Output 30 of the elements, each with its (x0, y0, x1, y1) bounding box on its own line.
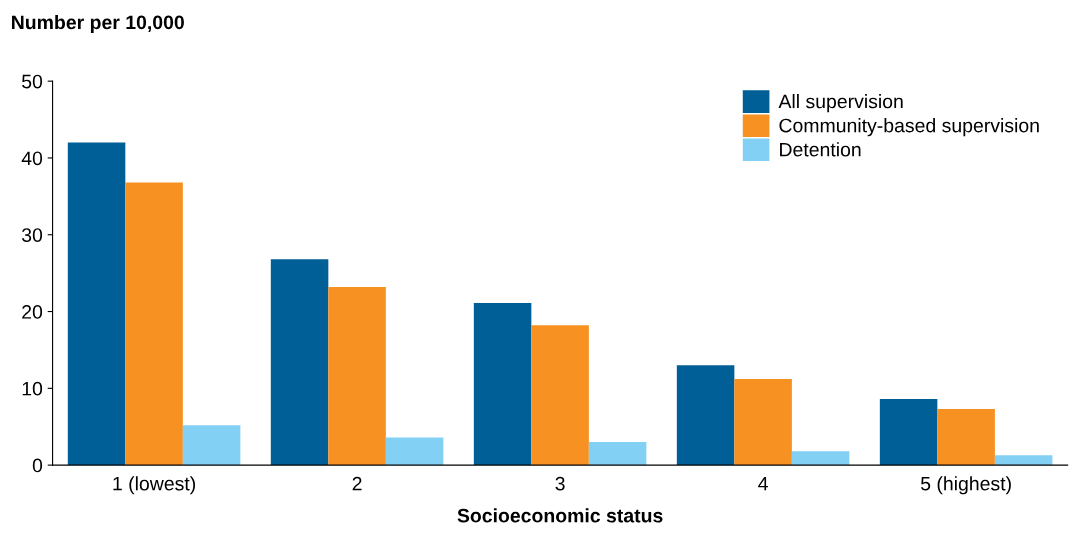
bar (67, 142, 126, 466)
y-tick-label: 10 (22, 381, 43, 396)
bar (676, 365, 735, 466)
x-tick-label: 3 (555, 476, 565, 491)
bar (125, 182, 183, 466)
legend-label: Community-based supervision (779, 118, 1039, 137)
y-tick-label: 0 (32, 458, 43, 473)
bar (531, 325, 589, 466)
x-tick-label: 2 (352, 476, 362, 491)
y-tick-label: 40 (21, 151, 43, 166)
bar (791, 451, 850, 466)
x-tick-label: 1 (lowest) (113, 476, 196, 495)
y-tick-label: 30 (21, 228, 43, 242)
x-tick-label: 4 (758, 476, 768, 491)
legend-label: Detention (780, 142, 861, 157)
bar (473, 303, 532, 466)
x-tick-label: 5 (highest) (920, 476, 1011, 495)
x-axis-title: Socioeconomic status (457, 508, 663, 523)
bar (734, 379, 792, 466)
bar (937, 409, 995, 466)
legend-label: All supervision (778, 94, 903, 113)
bar (385, 437, 444, 466)
bar (328, 286, 386, 466)
y-tick-label: 20 (22, 305, 43, 319)
bar (270, 259, 329, 466)
bar (879, 399, 938, 466)
y-axis-title: Number per 10,000 (12, 14, 184, 34)
bar (182, 425, 241, 466)
y-tick-label: 50 (22, 74, 43, 89)
bar (588, 442, 647, 466)
